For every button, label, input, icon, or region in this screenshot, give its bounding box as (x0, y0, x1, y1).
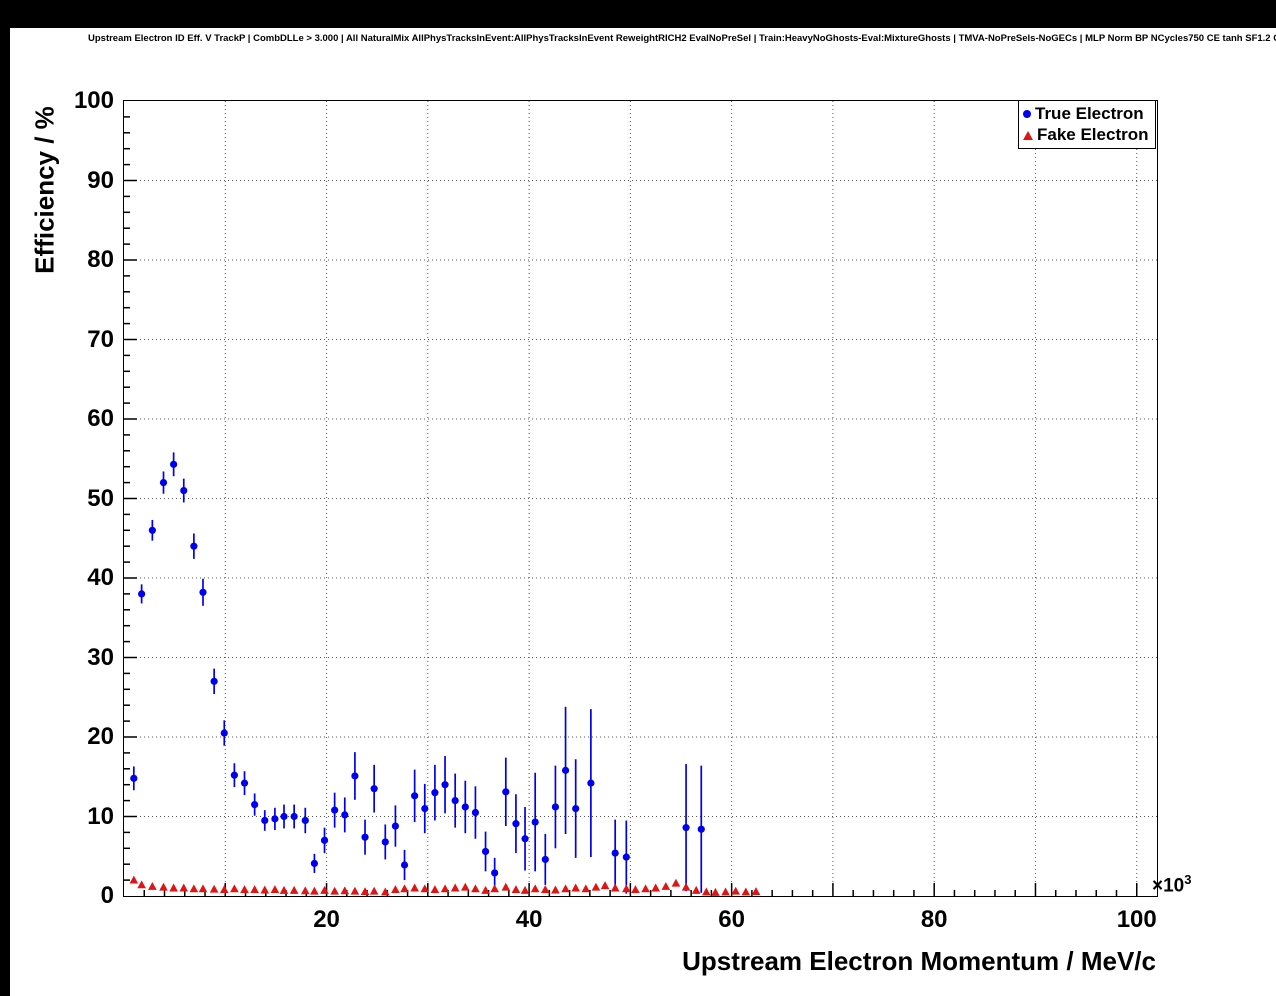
legend-label-true-electron: True Electron (1035, 103, 1144, 123)
y-tick-label: 10 (87, 802, 114, 830)
window-left-bar (0, 0, 10, 996)
y-tick-label: 100 (73, 87, 114, 114)
red-triangle-marker-icon (1023, 130, 1033, 140)
y-tick-label: 30 (87, 643, 114, 671)
y-tick-label: 40 (87, 564, 114, 591)
plot-title: Upstream Electron ID Eff. V TrackP | Com… (88, 33, 1276, 44)
legend-entry-true-electron: True Electron (1023, 103, 1155, 125)
y-tick-label: 0 (100, 882, 114, 909)
y-tick-label: 90 (87, 166, 114, 194)
plot-frame (123, 100, 1158, 897)
x-tick-label: 100 (1116, 906, 1157, 933)
blue-circle-marker-icon (1023, 109, 1031, 118)
legend-entry-fake-electron: Fake Electron (1023, 125, 1155, 147)
legend-label-fake-electron: Fake Electron (1037, 125, 1149, 145)
x-tick-label: 60 (718, 906, 745, 933)
x-axis-multiplier: ×103 (1152, 872, 1192, 897)
y-tick-label: 50 (87, 484, 114, 512)
legend: True Electron Fake Electron (1018, 100, 1156, 149)
y-tick-label: 70 (87, 325, 114, 353)
x-axis-title: Upstream Electron Momentum / MeV/c (682, 946, 1156, 976)
x-tick-label: 20 (313, 906, 340, 933)
y-tick-label: 20 (87, 723, 114, 750)
x-tick-label: 40 (515, 906, 543, 933)
y-tick-label: 60 (87, 405, 114, 432)
window-top-bar (0, 0, 1276, 28)
plot-svg (124, 101, 1157, 896)
x-tick-label: 80 (920, 906, 948, 933)
y-tick-label: 80 (87, 246, 114, 273)
